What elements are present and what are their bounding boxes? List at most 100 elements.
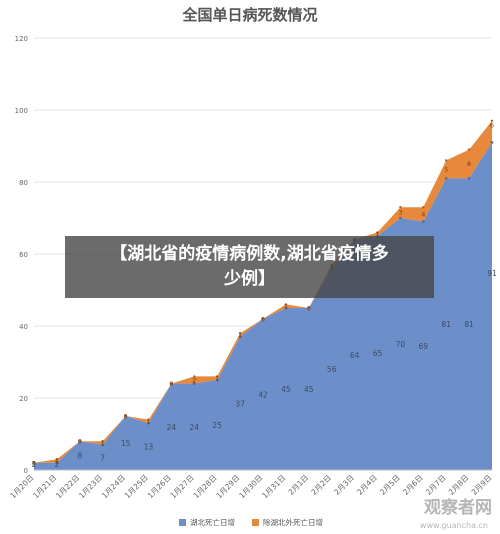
x-tick-label: 1月31日 [260,473,287,500]
x-tick-label: 1月22日 [54,473,81,500]
data-label-hubei: 65 [373,349,383,358]
data-label-hubei: 24 [167,423,177,432]
data-label-outside-hubei: 0 [261,315,265,323]
y-tick-label: 100 [15,107,28,115]
x-axis: 1月20日1月21日1月22日1月23日1月24日1月25日1月26日1月27日… [8,473,493,500]
data-label-hubei: 15 [121,439,131,448]
x-tick-label: 1月21日 [31,473,58,500]
data-label-outside-hubei: 4 [421,210,425,218]
data-label-outside-hubei: 6 [490,122,494,130]
area-hubei [34,142,492,470]
y-axis: 0 20 40 60 80 100 120 [15,35,28,475]
point-hubei [490,141,494,144]
y-tick-label: 120 [15,35,28,43]
point-outside-hubei [467,148,471,151]
x-tick-label: 2月4日 [355,473,379,497]
point-hubei [399,216,402,220]
point-hubei [284,306,288,310]
data-label-outside-hubei: 1 [146,418,150,426]
data-label-hubei: 69 [419,342,429,351]
point-outside-hubei [376,231,379,234]
data-label-outside-hubei: 5 [444,165,448,173]
data-label-hubei: 25 [212,421,222,430]
data-label-outside-hubei: 2 [192,377,196,385]
y-tick-label: 0 [24,467,28,475]
x-tick-label: 1月29日 [214,473,241,500]
point-outside-hubei [422,206,425,209]
point-hubei [101,443,105,447]
point-outside-hubei [238,332,242,335]
x-tick-label: 1月24日 [100,473,127,500]
data-label-hubei: 56 [327,365,337,374]
point-hubei [215,378,219,382]
data-label-outside-hubei: 1 [375,231,379,239]
data-label-hubei: 70 [396,340,406,349]
data-label-hubei: 2 [55,460,60,469]
data-label-hubei: 42 [258,390,268,399]
x-tick-label: 1月23日 [77,473,104,500]
headline-line-2: 少例】 [224,269,275,289]
x-tick-label: 1月28日 [192,473,219,500]
data-label-hubei: 81 [464,320,474,329]
data-label-outside-hubei: 1 [238,332,242,340]
data-label-outside-hubei: 0 [169,380,173,388]
data-label-hubei: 8 [77,452,82,461]
data-label-outside-hubei: 0 [32,459,36,467]
point-outside-hubei [193,375,196,378]
watermark-url: www.guancha.cn [420,521,488,530]
data-label-outside-hubei: 0 [124,413,128,421]
point-outside-hubei [399,206,402,209]
x-tick-label: 2月2日 [309,473,333,497]
legend-swatch-outside [252,519,259,526]
y-tick-label: 80 [19,179,28,187]
point-outside-hubei [170,382,173,385]
headline-overlay: 【湖北省的疫情病例数,湖北省疫情多 少例】 [65,236,434,298]
data-label-outside-hubei: 3 [398,209,402,217]
chart-title: 全国单日病死数情况 [181,6,317,24]
data-label-hubei: 37 [235,399,245,408]
x-tick-label: 1月25日 [123,473,150,500]
y-tick-label: 20 [19,395,28,403]
x-tick-label: 2月3日 [332,473,356,497]
x-tick-label: 2月6日 [401,473,425,497]
data-label-hubei: 13 [144,443,154,452]
data-label-hubei: 91 [487,269,497,278]
data-label-outside-hubei: 0 [78,438,82,446]
plot-areas [34,120,492,471]
x-tick-label: 2月5日 [378,473,402,497]
point-outside-hubei [490,119,494,123]
data-label-hubei: 2 [32,460,37,469]
point-hubei [444,177,448,180]
data-label-outside-hubei: 1 [101,440,105,448]
point-outside-hubei [307,306,310,310]
data-label-hubei: 7 [100,453,105,462]
data-label-outside-hubei: 0 [307,305,311,313]
watermark: 观察者网 [424,498,492,518]
point-outside-hubei [124,414,127,418]
x-tick-label: 1月26日 [146,473,173,500]
data-label-outside-hubei: 8 [467,160,471,168]
legend: 湖北死亡日增 除湖北外死亡日增 [179,517,323,527]
data-label-outside-hubei: 1 [55,458,59,466]
point-hubei [192,382,196,385]
point-hubei [55,461,59,465]
x-tick-label: 2月1日 [286,473,310,497]
point-outside-hubei [445,159,448,162]
data-label-hubei: 24 [190,423,200,432]
legend-label-outside: 除湖北外死亡日增 [263,517,323,527]
data-label-hubei: 45 [281,385,291,394]
point-hubei [467,177,471,180]
legend-label-hubei: 湖北死亡日增 [190,517,235,527]
legend-swatch-hubei [179,519,186,526]
x-tick-label: 1月27日 [169,473,196,500]
x-tick-label: 1月20日 [8,473,35,500]
x-tick-label: 1月30日 [237,473,264,500]
point-outside-hubei [55,458,59,461]
headline-line-1: 【湖北省的疫情病例数,湖北省疫情多 [110,244,389,264]
data-label-hubei: 81 [441,320,451,329]
data-label-outside-hubei: 1 [215,375,219,383]
point-outside-hubei [32,461,36,464]
point-hubei [421,220,425,224]
